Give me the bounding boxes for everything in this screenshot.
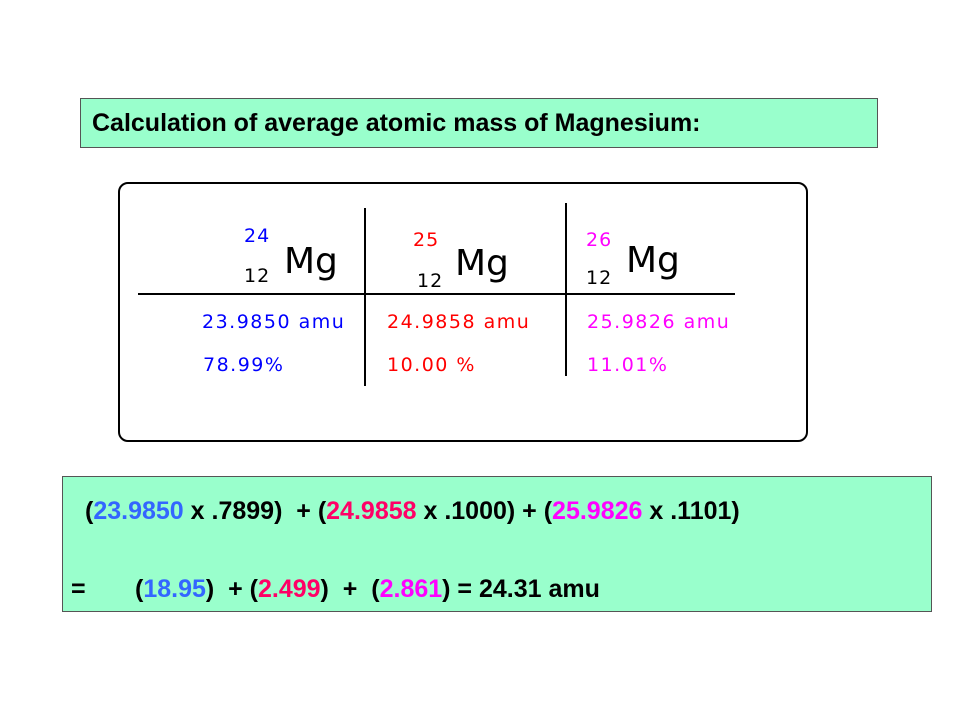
isotope-25-mass: 24.9858 amu [387,311,531,333]
isotope-26-abundance: 11.01% [587,354,669,376]
product-25-value: 2.499 [257,575,321,603]
equals-sign: = [71,575,86,603]
paren-open: ( [135,575,144,603]
plus-sign: + ( [515,497,553,525]
isotope-24-abundance: 78.99% [203,354,285,376]
plus-sign: + ( [282,497,327,525]
isotope-25-symbol: Mg [455,243,509,284]
paren-close: ) [320,575,329,603]
isotope-26-symbol: Mg [626,240,680,281]
table-divider-1 [364,208,366,386]
calculation-line-1: (23.9850 x .7899) + (24.9858 x .1000) + … [85,497,740,526]
abundance-24-multiplier: x .7899 [183,497,275,525]
mass-24-value: 23.9850 [93,497,184,525]
mass-25-value: 24.9858 [326,497,417,525]
product-26-value: 2.861 [379,575,443,603]
abundance-25-multiplier: x .1000 [416,497,507,525]
final-result: = 24.31 amu [450,575,600,603]
isotope-26-atomic-number: 12 [586,267,613,289]
isotope-25-abundance: 10.00 % [387,354,476,376]
isotope-25-mass-number: 25 [413,229,440,251]
paren-close: ) [731,497,740,525]
isotope-25-atomic-number: 12 [417,270,444,292]
isotope-24-mass: 23.9850 amu [202,311,346,333]
title-box: Calculation of average atomic mass of Ma… [80,98,878,148]
isotope-26-mass-number: 26 [586,229,613,251]
isotope-24-mass-number: 24 [244,225,271,247]
isotope-table-frame [118,182,808,442]
calculation-box: (23.9850 x .7899) + (24.9858 x .1000) + … [62,476,932,612]
plus-sign: + ( [214,575,258,603]
mass-26-value: 25.9826 [552,497,643,525]
table-divider-2 [565,203,567,376]
plus-sign: + ( [328,575,380,603]
isotope-24-symbol: Mg [284,241,338,282]
page-title: Calculation of average atomic mass of Ma… [92,108,701,137]
paren-close: ) [442,575,451,603]
isotope-24-atomic-number: 12 [244,265,271,287]
paren-close: ) [205,575,215,603]
calculation-line-2: = [71,575,86,604]
paren-close: ) [506,497,516,525]
calculation-line-2-terms: (18.95) + (2.499) + (2.861) = 24.31 amu [135,575,600,604]
isotope-26-mass: 25.9826 amu [587,311,731,333]
table-horizontal-rule [138,293,735,295]
abundance-26-multiplier: x .1101 [642,497,732,525]
paren-open: ( [85,497,94,525]
paren-close: ) [274,497,283,525]
product-24-value: 18.95 [143,575,206,603]
